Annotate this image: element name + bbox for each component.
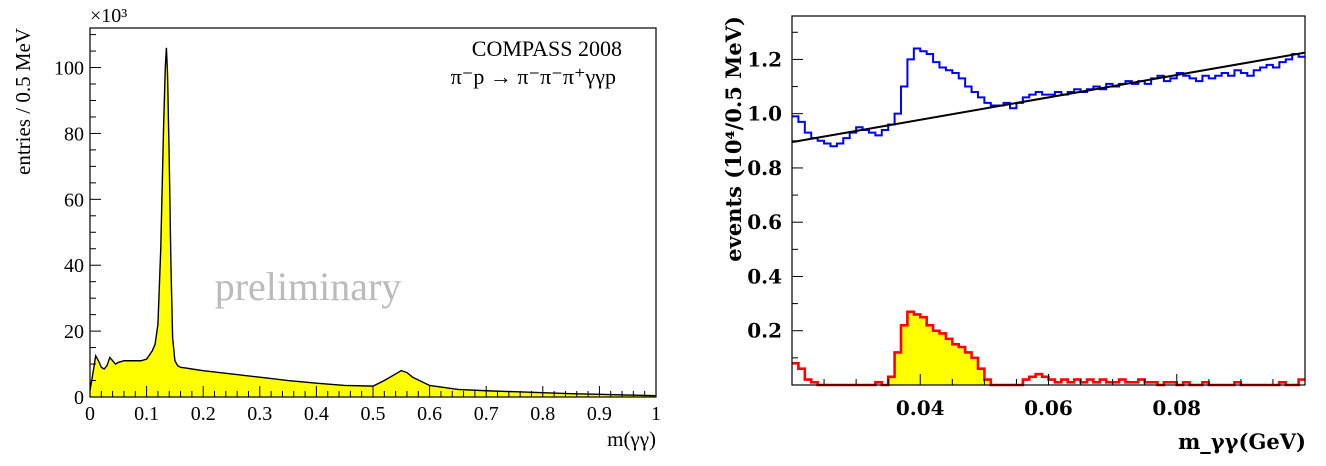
left-y-tick-label: 20 (64, 321, 84, 343)
right-fit-line (791, 51, 1306, 144)
left-x-tick-label: 0.3 (247, 403, 272, 425)
right-x-axis-label: m_γγ(GeV) (1178, 429, 1306, 454)
right-y-tick-label: 0.4 (747, 264, 782, 288)
left-y-tick-label: 60 (64, 189, 84, 211)
left-x-tick-label: 0.9 (587, 403, 612, 425)
left-y-axis-label: entries / 0.5 MeV (11, 28, 35, 175)
left-y-tick-label: 80 (64, 123, 84, 145)
right-x-tick-label: 0.08 (1152, 396, 1201, 420)
right-lines-layer (791, 47, 1306, 387)
right-y-tick-label: 0.2 (747, 319, 782, 343)
left-area-layer (89, 47, 657, 398)
right-plot-frame (791, 15, 1306, 386)
left-axis-ticks: 0 0.1 0.2 0.3 0.4 0.5 0.6 0.7 0.8 0.9 1 0 20 40 60 80 10… (54, 34, 661, 425)
left-x-tick-label: 0.6 (417, 403, 442, 425)
left-series-line (89, 47, 657, 397)
left-plot-frame (89, 27, 657, 398)
right-y-tick-label: 1.0 (747, 102, 782, 126)
left-y-tick-label: 0 (74, 387, 84, 409)
left-y-tick-label: 100 (54, 58, 84, 80)
left-x-tick-label: 0.2 (191, 403, 216, 425)
left-y-multiplier: ×10³ (90, 5, 127, 27)
left-x-tick-label: 0 (85, 403, 95, 425)
left-x-tick-label: 0.1 (134, 403, 159, 425)
right-chart: 0.04 0.06 0.08 0.2 0.4 0.6 0.8 1.0 1.2 m_γγ(GeV)… (721, 15, 1306, 454)
right-filled-histogram-layer (888, 311, 998, 385)
left-series-area (90, 47, 656, 398)
left-annotation-experiment: COMPASS 2008 (472, 36, 622, 61)
left-annotation-preliminary: preliminary (215, 264, 402, 309)
left-x-tick-label: 0.4 (304, 403, 329, 425)
right-y-tick-label: 1.2 (747, 47, 782, 71)
right-y-tick-label: 0.8 (747, 156, 782, 180)
right-blue-histogram (792, 47, 1305, 148)
left-x-axis-label: m(γγ) (607, 427, 656, 451)
right-axis-ticks: 0.04 0.06 0.08 0.2 0.4 0.6 0.8 1.0 1.2 (747, 31, 1274, 420)
left-annotation-reaction: π⁻p → π⁻π⁻π⁺γγp (451, 64, 616, 89)
right-x-tick-label: 0.06 (1024, 396, 1073, 420)
right-x-tick-label: 0.04 (896, 396, 945, 420)
right-red-histogram (792, 310, 1305, 387)
left-x-tick-label: 0.7 (474, 403, 499, 425)
left-y-tick-label: 40 (64, 255, 84, 277)
left-x-tick-label: 0.5 (361, 403, 386, 425)
right-y-axis-label: events (10⁴/0.5 MeV) (721, 16, 746, 262)
left-x-tick-label: 0.8 (530, 403, 555, 425)
right-red-histogram-fill (888, 311, 998, 385)
left-chart: 0 0.1 0.2 0.3 0.4 0.5 0.6 0.7 0.8 0.9 1 0 20 40 60 80 10… (11, 5, 661, 451)
right-y-tick-label: 0.6 (747, 210, 782, 234)
left-x-tick-label: 1 (651, 403, 661, 425)
